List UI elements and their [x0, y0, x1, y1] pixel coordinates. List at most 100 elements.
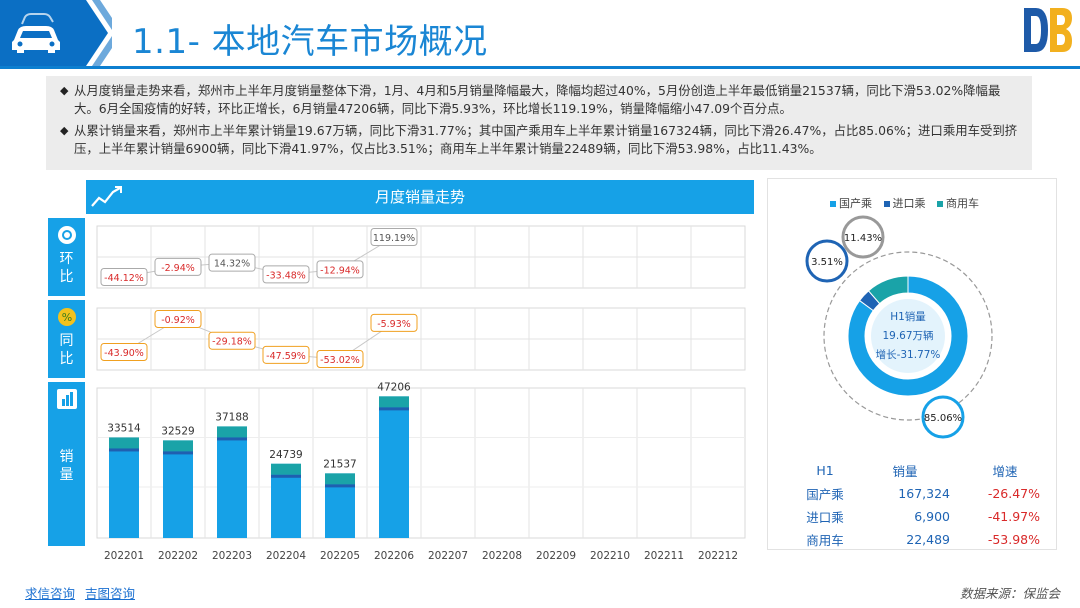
table-header: 销量 [892, 464, 918, 479]
data-label-box [208, 331, 256, 350]
row-label-text: 同比 [59, 333, 74, 367]
data-label-box [370, 228, 418, 246]
sales-bar-cap [271, 463, 301, 475]
yoy-label: -43.90% [100, 342, 148, 361]
data-label: -0.92% [161, 315, 195, 326]
donut-center-text: 增长-31.77% [876, 348, 941, 361]
data-source: 数据来源：保监会 [960, 586, 1061, 601]
data-label: -29.18% [212, 337, 252, 348]
mom-label: 14.32% [208, 253, 256, 272]
table-header: 增速 [992, 464, 1018, 479]
table-cell: 167,324 [898, 486, 950, 501]
donut-slice [847, 275, 969, 397]
x-tick-label: 202210 [590, 550, 630, 562]
data-label-box [262, 265, 310, 284]
bar-value-label: 37188 [215, 411, 248, 423]
bar-chart-icon [57, 389, 77, 409]
yoy-label: -47.59% [262, 345, 310, 364]
sales-bar-band [163, 451, 193, 455]
yoy-label: -5.93% [370, 313, 418, 332]
share-callout-label: 11.43% [844, 233, 882, 244]
row-label-yoy: % 同比 [48, 300, 85, 378]
svg-text:%: % [62, 311, 72, 324]
data-label: -53.02% [320, 355, 360, 366]
diamond-bullet-icon: ◆ [60, 124, 69, 137]
composition-panel: 国产乘 进口乘 商用车 H1销量 19.67万辆 增长-31.77% 85.06% 3.… [767, 178, 1057, 550]
bar-value-label: 24739 [269, 449, 302, 461]
data-label: -44.12% [104, 273, 144, 284]
sales-bar [109, 437, 139, 538]
table-cell: -26.47% [987, 486, 1040, 501]
table-row: 进口乘 6,900 -41.97% [790, 505, 1040, 528]
x-tick-label: 202207 [428, 550, 468, 562]
sales-bar-band [325, 484, 355, 488]
legend-swatch [937, 201, 943, 207]
percent-icon: % [58, 308, 76, 326]
donut-center-text: H1销量 [890, 310, 926, 323]
data-label-box [208, 253, 256, 272]
x-tick-label: 202201 [104, 550, 144, 562]
legend-item: 商用车 [937, 195, 979, 211]
diamond-bullet-icon: ◆ [60, 84, 69, 97]
sales-bar-band [379, 407, 409, 411]
table-cell: 商用车 [806, 533, 844, 548]
donut-hole [866, 294, 950, 378]
x-tick-label: 202203 [212, 550, 252, 562]
brand-logo [1024, 8, 1072, 52]
table-cell: -53.98% [987, 532, 1040, 547]
yoy-label: -0.92% [154, 310, 202, 328]
data-label: -2.94% [161, 263, 195, 274]
donut-legend: 国产乘 进口乘 商用车 [830, 195, 987, 211]
footer-link[interactable]: 求信咨询 [25, 586, 76, 601]
x-tick-label: 202205 [320, 550, 360, 562]
summary-paragraph: ◆ 从月度销量走势来看，郑州市上半年月度销量整体下滑，1月、4月和5月销量降幅最… [60, 82, 1020, 118]
footer-link[interactable]: 吉图咨询 [85, 586, 136, 601]
data-label: -12.94% [320, 265, 360, 276]
donut-center-text: 19.67万辆 [882, 329, 933, 342]
bar-value-label: 32529 [161, 425, 194, 437]
sales-bar [163, 440, 193, 538]
mom-label: -33.48% [262, 265, 310, 284]
mom-label: 119.19% [370, 228, 418, 246]
chart-title: 月度销量走势 [374, 188, 465, 206]
share-callout-bubble [841, 215, 885, 259]
share-callout-bubble [805, 239, 849, 283]
data-label: -43.90% [104, 348, 144, 359]
data-label-box [154, 310, 202, 328]
sales-bar-band [109, 448, 139, 452]
sales-bar-band [217, 437, 247, 441]
sales-bar-cap [325, 473, 355, 485]
bar-value-label: 33514 [107, 422, 141, 434]
x-tick-label: 202209 [536, 550, 576, 562]
sales-bar-cap [109, 437, 139, 449]
data-label: -5.93% [377, 319, 411, 330]
legend-item: 进口乘 [883, 195, 926, 211]
sales-bar [379, 396, 409, 538]
bar-value-label: 47206 [377, 381, 411, 393]
data-label: -47.59% [266, 351, 306, 362]
footer-links: 求信咨询 吉图咨询 [25, 583, 141, 602]
trend-icon [91, 186, 122, 207]
h1-summary-table: H1 销量 增速 国产乘 167,324 -26.47% 进口乘 6,900 -… [790, 459, 1040, 551]
table-cell: 6,900 [914, 509, 950, 524]
sales-bar [217, 426, 247, 538]
summary-paragraph: ◆ 从累计销量来看，郑州市上半年累计销量19.67万辆，同比下滑31.77%；其… [60, 122, 1020, 158]
data-label-box [316, 350, 364, 368]
header-band [0, 0, 1080, 70]
x-tick-label: 202204 [266, 550, 306, 562]
donut-slice [867, 275, 909, 305]
sales-bar-band [271, 474, 301, 478]
chart-title-bar: 月度销量走势 [86, 180, 754, 214]
yoy-label: -29.18% [208, 331, 256, 350]
x-tick-label: 202202 [158, 550, 198, 562]
summary-box: ◆ 从月度销量走势来看，郑州市上半年月度销量整体下滑，1月、4月和5月销量降幅最… [46, 76, 1032, 170]
mom-label: -12.94% [316, 260, 364, 279]
share-callout-label: 85.06% [924, 413, 962, 424]
row-label-mom: 环比 [48, 218, 85, 296]
table-header-row: H1 销量 增速 [790, 459, 1040, 482]
summary-text: 从累计销量来看，郑州市上半年累计销量19.67万辆，同比下滑31.77%；其中国… [74, 123, 1018, 156]
data-label-box [262, 345, 310, 364]
legend-swatch [883, 201, 890, 207]
